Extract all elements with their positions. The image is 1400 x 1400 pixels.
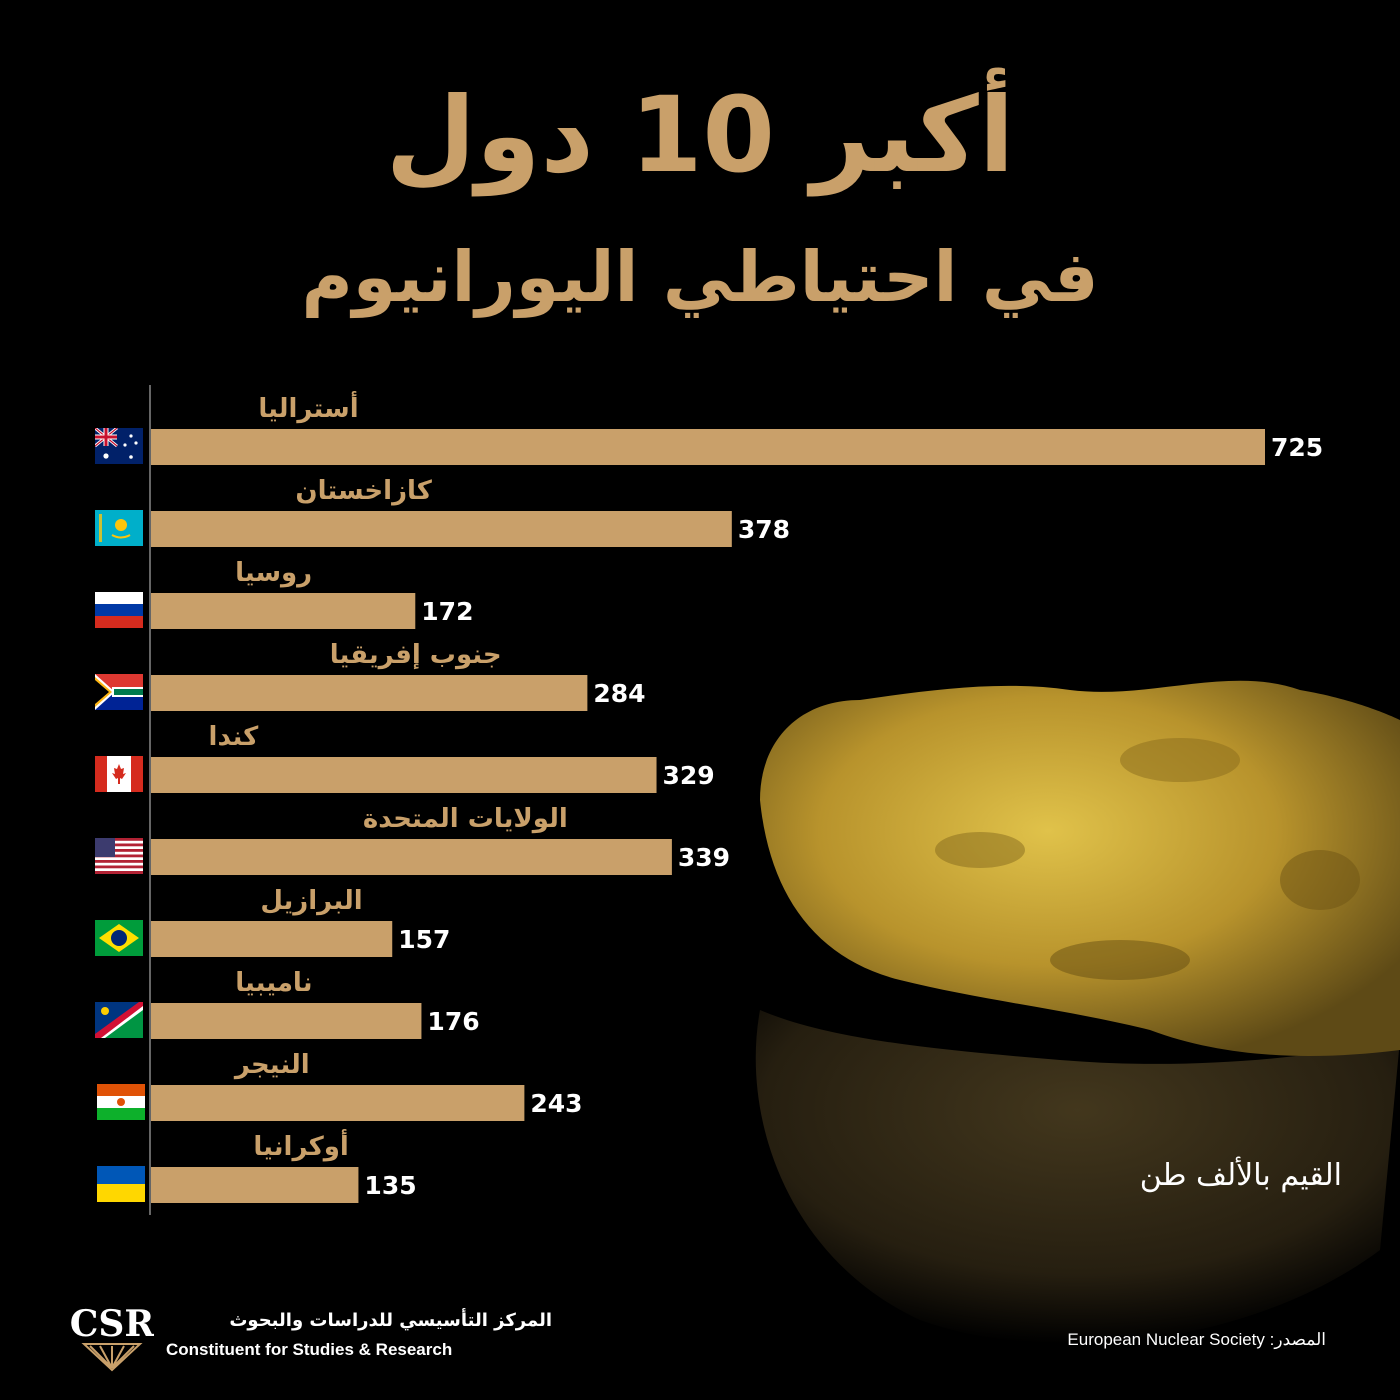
niger-flag-icon [97, 1084, 145, 1120]
chart-title: أكبر 10 دول [385, 74, 1015, 196]
brazil-flag-icon [95, 920, 143, 956]
unit-note: القيم بالألف طن [1139, 1158, 1342, 1193]
data-label: 176 [427, 1007, 479, 1036]
bar [151, 1003, 422, 1039]
category-label: روسيا [235, 558, 312, 588]
bar [151, 1167, 359, 1203]
organization-name-english: Constituent for Studies & Research [166, 1340, 453, 1359]
chart-subtitle: في احتياطي اليورانيوم [301, 236, 1099, 318]
data-label: 284 [593, 679, 645, 708]
data-label: 243 [530, 1089, 582, 1118]
category-label: جنوب إفريقيا [330, 640, 502, 670]
category-label: ناميبيا [235, 968, 312, 998]
source-note: المصدر: European Nuclear Society [1067, 1330, 1326, 1350]
category-label: أوكرانيا [253, 1129, 348, 1162]
category-label: كندا [209, 722, 260, 752]
source-label: المصدر: [1269, 1330, 1326, 1349]
data-label: 135 [364, 1171, 416, 1200]
category-label: كازاخستان [295, 476, 432, 506]
source-value: European Nuclear Society [1067, 1330, 1265, 1349]
data-label: 172 [421, 597, 473, 626]
data-label: 329 [663, 761, 715, 790]
bar [151, 1085, 525, 1121]
namibia-flag-icon [95, 1002, 143, 1038]
data-label: 157 [398, 925, 450, 954]
organization-name-arabic: المركز التأسيسي للدراسات والبحوث [229, 1310, 552, 1331]
usa-flag-icon [95, 838, 143, 874]
bar [151, 675, 588, 711]
category-label: البرازيل [260, 886, 362, 916]
bar [151, 757, 657, 793]
bar [151, 429, 1265, 465]
bar [151, 593, 416, 629]
data-label: 378 [738, 515, 790, 544]
category-label: الولايات المتحدة [363, 804, 568, 834]
ukraine-flag-icon [97, 1166, 145, 1202]
bar [151, 511, 732, 547]
canada-flag-icon [95, 756, 143, 792]
australia-flag-icon [95, 428, 143, 464]
category-label: أستراليا [258, 391, 358, 424]
kazakhstan-flag-icon [95, 510, 143, 546]
south-africa-flag-icon [95, 674, 143, 710]
bar [151, 921, 393, 957]
svg-text:CSR: CSR [70, 1303, 154, 1345]
category-label: النيجر [233, 1050, 310, 1080]
organization-logo: CSR المركز التأسيسي للدراسات والبحوث Con… [70, 1300, 552, 1380]
russia-flag-icon [95, 592, 143, 628]
bar [151, 839, 672, 875]
csr-logo-mark: CSR [70, 1303, 154, 1372]
data-label: 339 [678, 843, 730, 872]
data-label: 725 [1271, 433, 1323, 462]
